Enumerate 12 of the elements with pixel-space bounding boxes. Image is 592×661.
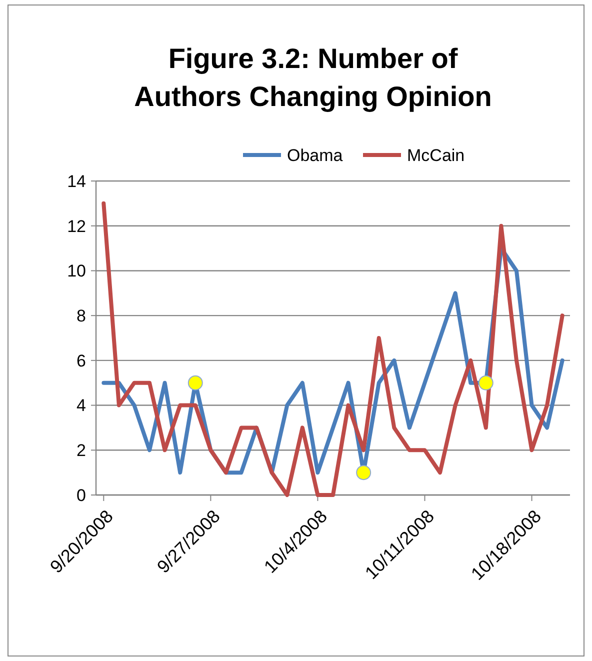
- y-tick-label: 2: [76, 441, 86, 460]
- legend-label: Obama: [287, 146, 344, 165]
- y-tick-label: 12: [67, 216, 86, 236]
- y-tick-label: 0: [76, 486, 86, 505]
- line-series: [102, 201, 564, 497]
- y-tick-label: 6: [76, 351, 86, 370]
- chart-title: Figure 3.2: Number of Authors Changing Opinion: [134, 43, 492, 112]
- legend-label: McCain: [407, 146, 465, 165]
- y-tick-label: 8: [76, 306, 86, 326]
- y-tick-label: 4: [76, 396, 86, 416]
- y-tick-label: 14: [67, 172, 86, 191]
- y-tick-label: 10: [67, 262, 86, 281]
